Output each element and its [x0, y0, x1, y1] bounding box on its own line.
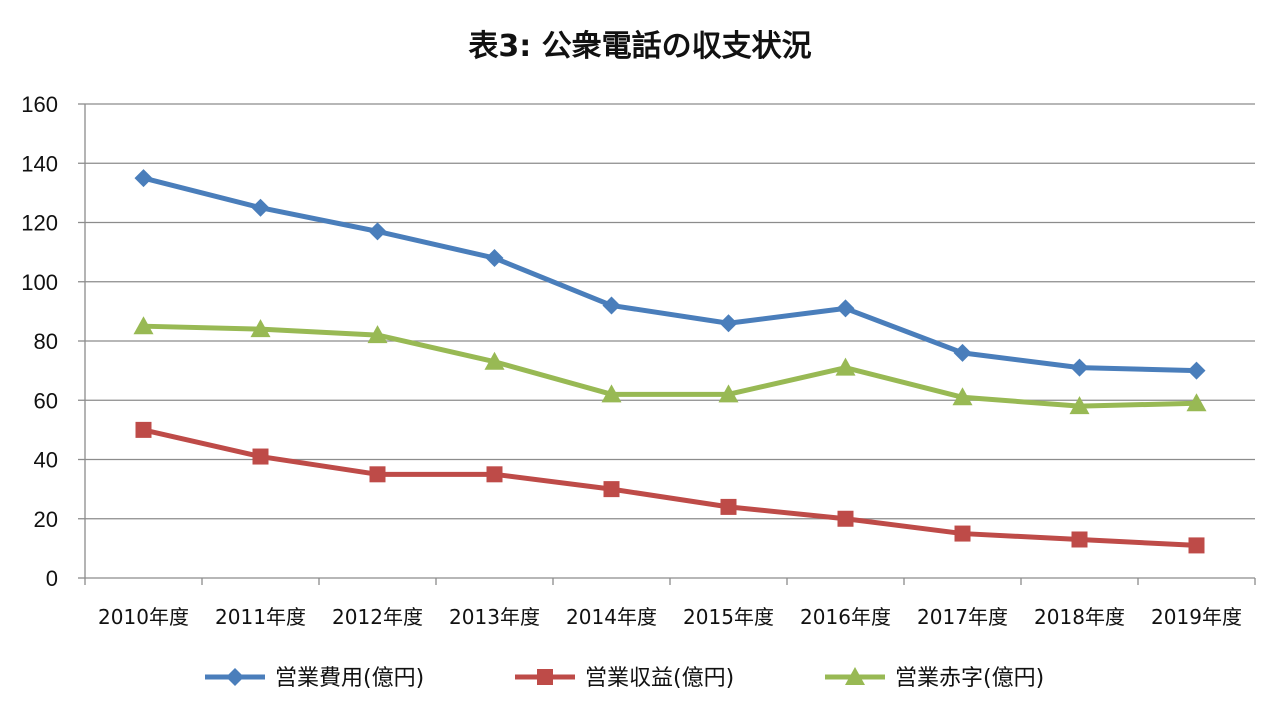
series-2 [135, 421, 1205, 554]
data-point [134, 169, 153, 188]
data-point [1069, 396, 1090, 415]
y-tick-label: 120 [21, 211, 58, 236]
series-line [142, 427, 1197, 548]
y-tick-label: 100 [21, 270, 58, 295]
data-point [135, 421, 152, 438]
legend: 営業費用(億円) 営業収益(億円) 営業赤字(億円) [205, 666, 1044, 691]
data-point [720, 498, 737, 515]
data-point [1187, 361, 1206, 380]
data-point [486, 466, 503, 483]
legend-label: 営業赤字(億円) [895, 666, 1044, 691]
x-tick-label: 2010年度 [98, 605, 189, 629]
data-point [603, 481, 620, 498]
y-tick-label: 20 [34, 507, 58, 532]
x-tick-label: 2019年度 [1151, 605, 1242, 629]
data-point [835, 357, 856, 376]
chart-title: 表3: 公衆電話の収支状況 [468, 29, 811, 64]
series-1 [134, 169, 1206, 380]
legend-marker [226, 668, 244, 686]
legend-marker [537, 669, 553, 685]
data-point [1071, 531, 1088, 548]
y-tick-label: 60 [34, 388, 58, 413]
data-point [836, 299, 855, 318]
x-tick-label: 2018年度 [1034, 605, 1125, 629]
x-tick-label: 2014年度 [566, 605, 657, 629]
legend-item: 営業収益(億円) [515, 666, 734, 691]
data-point [601, 384, 622, 403]
x-tick-label: 2011年度 [215, 605, 306, 629]
data-point [1186, 393, 1207, 412]
x-tick-label: 2017年度 [917, 605, 1008, 629]
y-tick-label: 80 [34, 329, 58, 354]
y-tick-label: 160 [21, 92, 58, 117]
x-tick-label: 2013年度 [449, 605, 540, 629]
legend-item: 営業赤字(億円) [825, 666, 1044, 691]
series-line [143, 323, 1197, 409]
data-point [953, 343, 972, 362]
data-point [718, 384, 739, 403]
series-line [142, 175, 1197, 374]
data-point [369, 466, 386, 483]
data-point [1070, 358, 1089, 377]
data-point [250, 319, 271, 338]
data-point [954, 525, 971, 542]
data-point [837, 510, 854, 527]
data-point [602, 296, 621, 315]
data-point [1188, 537, 1205, 554]
series-3 [133, 316, 1207, 415]
x-tick-label: 2012年度 [332, 605, 423, 629]
y-tick-label: 40 [34, 448, 58, 473]
data-point [484, 351, 505, 370]
data-point [485, 249, 504, 268]
axis-layer: 0 20 40 60 80 100 120 140 160 2010年度 2011年度 2012年度 2… [21, 92, 1256, 629]
data-point [952, 387, 973, 406]
data-point [252, 448, 269, 465]
data-point [719, 314, 738, 333]
data-point [133, 316, 154, 335]
legend-marker [845, 667, 865, 685]
series-layer [133, 169, 1207, 554]
y-tick-label: 0 [46, 566, 58, 591]
legend-label: 営業費用(億円) [275, 666, 424, 691]
data-point [367, 325, 388, 344]
x-tick-label: 2016年度 [800, 605, 891, 629]
legend-label: 営業収益(億円) [585, 666, 734, 691]
data-point [368, 222, 387, 241]
data-point [251, 198, 270, 217]
y-tick-label: 140 [21, 151, 58, 176]
legend-item: 営業費用(億円) [205, 666, 424, 691]
x-tick-label: 2015年度 [683, 605, 774, 629]
